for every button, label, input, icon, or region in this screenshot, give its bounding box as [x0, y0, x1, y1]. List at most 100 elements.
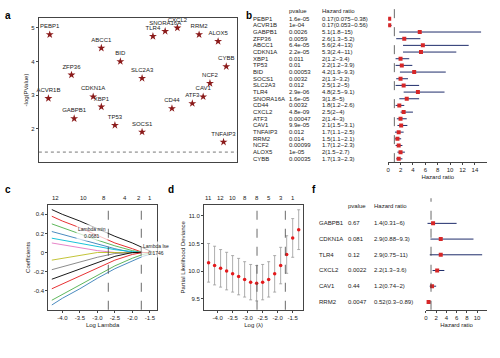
svg-text:0.17(0.075−0.38): 0.17(0.075−0.38): [322, 16, 368, 22]
svg-text:2: 2: [137, 195, 141, 201]
svg-text:9.5: 9.5: [192, 296, 201, 302]
svg-text:NCF2: NCF2: [253, 142, 269, 148]
svg-text:Lambda min0.0681: Lambda min0.0681: [78, 226, 106, 239]
svg-text:9.9e-05: 9.9e-05: [289, 122, 310, 128]
svg-text:10: 10: [229, 195, 236, 201]
svg-text:Coefficients: Coefficients: [25, 242, 31, 273]
svg-text:10.5: 10.5: [188, 241, 200, 247]
svg-text:CYBB: CYBB: [218, 55, 234, 61]
svg-text:0.67: 0.67: [348, 220, 360, 226]
svg-text:0.00099: 0.00099: [289, 142, 311, 148]
svg-text:4: 4: [31, 59, 35, 65]
svg-text:0: 0: [424, 315, 428, 321]
svg-text:RRM2: RRM2: [319, 299, 337, 305]
svg-text:Lambda lse0.1746: Lambda lse0.1746: [143, 243, 169, 256]
svg-text:1.4(0.31−6): 1.4(0.31−6): [374, 220, 405, 226]
svg-text:0.2: 0.2: [36, 231, 45, 237]
svg-text:10: 10: [474, 315, 481, 321]
svg-text:0.52(0.3−0.89): 0.52(0.3−0.89): [374, 299, 413, 305]
svg-text:0.012: 0.012: [289, 129, 305, 135]
svg-text:CD44: CD44: [253, 102, 269, 108]
svg-text:TLR4: TLR4: [253, 89, 268, 95]
svg-text:5.1(1.8−15): 5.1(1.8−15): [322, 29, 353, 35]
svg-text:SLC2A3: SLC2A3: [131, 67, 154, 73]
svg-text:c: c: [5, 184, 11, 195]
svg-text:BID: BID: [115, 50, 126, 56]
svg-text:NCF2: NCF2: [202, 72, 218, 78]
svg-text:2.1(1.5−3.1): 2.1(1.5−3.1): [322, 122, 355, 128]
svg-text:pvalue: pvalue: [348, 203, 366, 209]
svg-text:SOCS1: SOCS1: [132, 121, 153, 127]
svg-text:0.01: 0.01: [289, 62, 301, 68]
svg-text:1.7(1.3−2.3): 1.7(1.3−2.3): [322, 156, 355, 162]
svg-text:ATF3: ATF3: [253, 116, 268, 122]
svg-text:CAV1: CAV1: [319, 283, 335, 289]
svg-text:TLR4: TLR4: [319, 252, 334, 258]
svg-text:f: f: [312, 184, 316, 195]
svg-text:2(1.2−3.4): 2(1.2−3.4): [322, 56, 350, 62]
svg-text:CXCL2: CXCL2: [319, 267, 339, 273]
svg-text:2.9e-06: 2.9e-06: [289, 89, 310, 95]
svg-text:GABPB1: GABPB1: [253, 29, 278, 35]
svg-text:ZFP36: ZFP36: [62, 64, 81, 70]
svg-text:Hazard ratio: Hazard ratio: [374, 203, 407, 209]
svg-text:CYBB: CYBB: [253, 156, 269, 162]
svg-text:11.0: 11.0: [189, 213, 201, 219]
svg-text:-2.5: -2.5: [110, 315, 121, 321]
svg-text:3(1.8−5): 3(1.8−5): [322, 96, 345, 102]
svg-text:-1.5: -1.5: [145, 315, 156, 321]
svg-text:12: 12: [459, 167, 466, 173]
svg-text:-2.5: -2.5: [257, 315, 268, 321]
svg-text:BID: BID: [253, 69, 264, 75]
svg-text:0.0032: 0.0032: [289, 102, 308, 108]
svg-text:3: 3: [279, 195, 283, 201]
svg-text:0.00047: 0.00047: [289, 116, 311, 122]
svg-text:TP53: TP53: [108, 114, 123, 120]
svg-text:XBP1: XBP1: [94, 96, 110, 102]
svg-text:14: 14: [472, 167, 479, 173]
svg-text:8: 8: [436, 167, 440, 173]
svg-text:2.2(1.3−3.6): 2.2(1.3−3.6): [374, 267, 407, 273]
svg-text:-4.0: -4.0: [212, 315, 223, 321]
svg-text:pvalue: pvalue: [289, 8, 307, 14]
svg-text:2(1.5−2.7): 2(1.5−2.7): [322, 149, 350, 155]
svg-text:Log Lambda: Log Lambda: [86, 322, 120, 328]
svg-text:0: 0: [386, 167, 390, 173]
svg-text:1: 1: [148, 195, 152, 201]
svg-text:2.2e-05: 2.2e-05: [289, 49, 310, 55]
svg-text:2(1.4−3): 2(1.4−3): [322, 116, 345, 122]
svg-text:-4.0: -4.0: [57, 315, 68, 321]
svg-text:0.011: 0.011: [289, 56, 304, 62]
svg-text:3: 3: [31, 92, 35, 98]
svg-text:GABPB1: GABPB1: [319, 220, 344, 226]
svg-text:0.17(0.053−0.56): 0.17(0.053−0.56): [322, 22, 368, 28]
svg-text:SNORA16A: SNORA16A: [149, 20, 181, 26]
svg-text:-2.0: -2.0: [127, 315, 138, 321]
svg-text:ACVR1B: ACVR1B: [36, 87, 60, 93]
svg-text:Log (λ): Log (λ): [244, 322, 263, 328]
svg-text:RRM2: RRM2: [253, 136, 271, 142]
svg-text:SOCS1: SOCS1: [253, 76, 274, 82]
svg-text:SLC2A3: SLC2A3: [253, 82, 276, 88]
svg-text:5.6(2.4−13): 5.6(2.4−13): [322, 42, 353, 48]
svg-text:ATF3: ATF3: [185, 92, 200, 98]
svg-text:1.2(0.74−2): 1.2(0.74−2): [374, 283, 405, 289]
svg-text:ACVR1B: ACVR1B: [253, 22, 277, 28]
svg-text:1.6e-05: 1.6e-05: [289, 16, 310, 22]
svg-text:2.2(1.2−3.9): 2.2(1.2−3.9): [322, 62, 355, 68]
svg-text:0: 0: [41, 250, 45, 256]
svg-text:0.44: 0.44: [348, 283, 360, 289]
svg-text:Hazard ratio: Hazard ratio: [421, 174, 454, 180]
svg-text:ZFP36: ZFP36: [253, 36, 272, 42]
svg-text:1.6e-05: 1.6e-05: [289, 96, 310, 102]
svg-text:0.00053: 0.00053: [289, 69, 311, 75]
svg-text:-3.5: -3.5: [227, 315, 238, 321]
svg-text:1e-05: 1e-05: [289, 149, 305, 155]
svg-text:0.0047: 0.0047: [348, 299, 367, 305]
svg-text:10: 10: [80, 195, 87, 201]
svg-text:4.8e-09: 4.8e-09: [289, 109, 310, 115]
svg-text:6: 6: [455, 315, 459, 321]
svg-text:CD44: CD44: [164, 97, 180, 103]
svg-text:XBP1: XBP1: [253, 56, 269, 62]
svg-text:2.9(0.75−11): 2.9(0.75−11): [374, 252, 408, 258]
